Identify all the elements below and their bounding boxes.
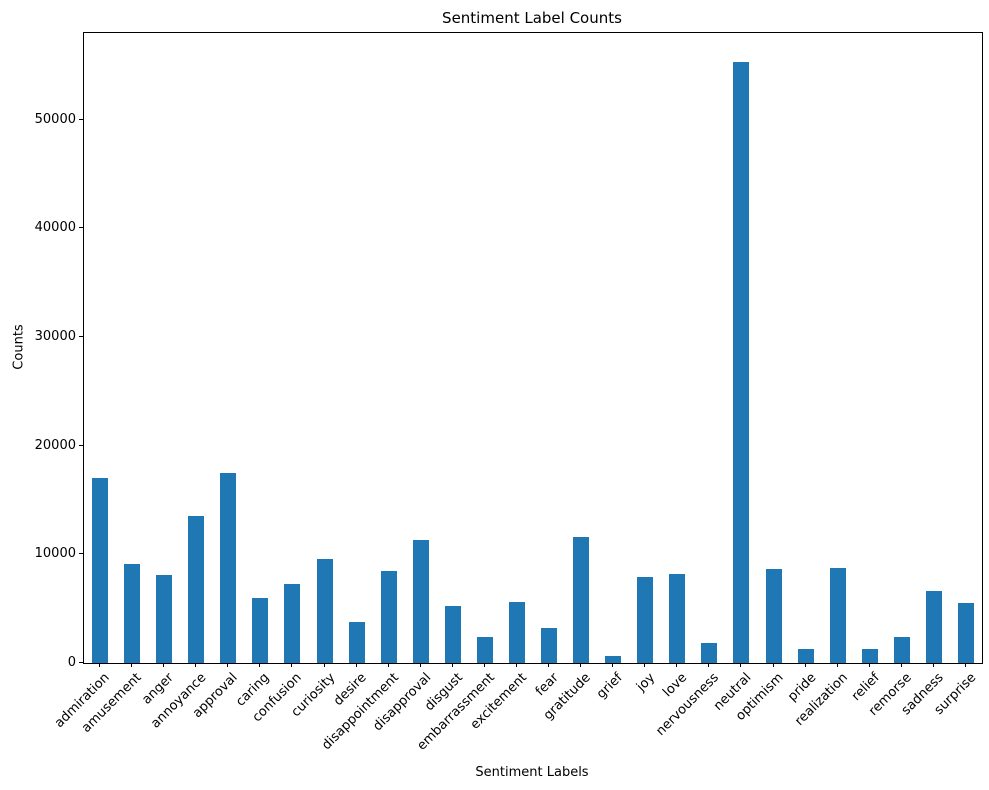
x-tick-mark — [548, 663, 549, 667]
bar-confusion — [284, 584, 300, 663]
x-tick-mark — [356, 663, 357, 667]
x-axis-title: Sentiment Labels — [475, 765, 589, 780]
bar-surprise — [958, 603, 974, 663]
x-tick-label-joy: joy — [633, 670, 658, 695]
x-tick-mark — [708, 663, 709, 667]
bar-curiosity — [317, 559, 333, 663]
bar-relief — [862, 649, 878, 663]
x-tick-mark — [195, 663, 196, 667]
y-tick-label: 40000 — [34, 220, 76, 235]
x-tick-mark — [965, 663, 966, 667]
x-tick-mark — [773, 663, 774, 667]
y-axis-title: Counts — [11, 324, 27, 370]
bar-disapproval — [413, 540, 429, 663]
bar-optimism — [766, 569, 782, 663]
x-tick-mark — [869, 663, 870, 667]
bar-sadness — [926, 591, 942, 663]
y-tick-mark — [79, 336, 83, 337]
x-tick-mark — [805, 663, 806, 667]
bar-anger — [156, 575, 172, 663]
bar-amusement — [124, 564, 140, 663]
x-tick-mark — [484, 663, 485, 667]
x-tick-mark — [740, 663, 741, 667]
y-tick-label: 30000 — [34, 329, 76, 344]
x-tick-mark — [612, 663, 613, 667]
bar-love — [669, 574, 685, 663]
y-tick-label: 0 — [67, 655, 76, 670]
x-tick-mark — [452, 663, 453, 667]
bar-approval — [220, 473, 236, 663]
bar-neutral — [733, 62, 749, 663]
y-tick-mark — [79, 119, 83, 120]
x-tick-mark — [163, 663, 164, 667]
y-tick-mark — [79, 445, 83, 446]
x-tick-label-grief: grief — [594, 670, 626, 702]
bar-embarrassment — [477, 637, 493, 663]
chart-title: Sentiment Label Counts — [442, 9, 622, 27]
y-tick-label: 10000 — [34, 546, 76, 561]
x-tick-mark — [837, 663, 838, 667]
x-tick-mark — [131, 663, 132, 667]
bar-excitement — [509, 602, 525, 663]
y-tick-mark — [79, 553, 83, 554]
x-tick-mark — [227, 663, 228, 667]
x-tick-mark — [99, 663, 100, 667]
x-tick-mark — [324, 663, 325, 667]
bar-disappointment — [381, 571, 397, 663]
bar-pride — [798, 649, 814, 663]
bar-fear — [541, 628, 557, 663]
bar-realization — [830, 568, 846, 663]
bar-desire — [349, 622, 365, 663]
x-tick-mark — [901, 663, 902, 667]
x-tick-mark — [388, 663, 389, 667]
x-tick-mark — [676, 663, 677, 667]
bar-grief — [605, 656, 621, 663]
x-tick-mark — [420, 663, 421, 667]
y-tick-label: 50000 — [34, 112, 76, 127]
bar-remorse — [894, 637, 910, 663]
bar-gratitude — [573, 537, 589, 663]
x-tick-mark — [580, 663, 581, 667]
bar-nervousness — [701, 643, 717, 663]
x-tick-mark — [933, 663, 934, 667]
bar-joy — [637, 577, 653, 663]
x-tick-mark — [259, 663, 260, 667]
y-tick-mark — [79, 662, 83, 663]
y-tick-mark — [79, 227, 83, 228]
bar-disgust — [445, 606, 461, 663]
bar-caring — [252, 598, 268, 663]
bar-admiration — [92, 478, 108, 663]
x-tick-mark — [644, 663, 645, 667]
x-tick-mark — [291, 663, 292, 667]
x-tick-label-fear: fear — [532, 670, 562, 700]
plot-area — [83, 32, 983, 664]
y-tick-label: 20000 — [34, 438, 76, 453]
bar-annoyance — [188, 516, 204, 663]
x-tick-mark — [516, 663, 517, 667]
